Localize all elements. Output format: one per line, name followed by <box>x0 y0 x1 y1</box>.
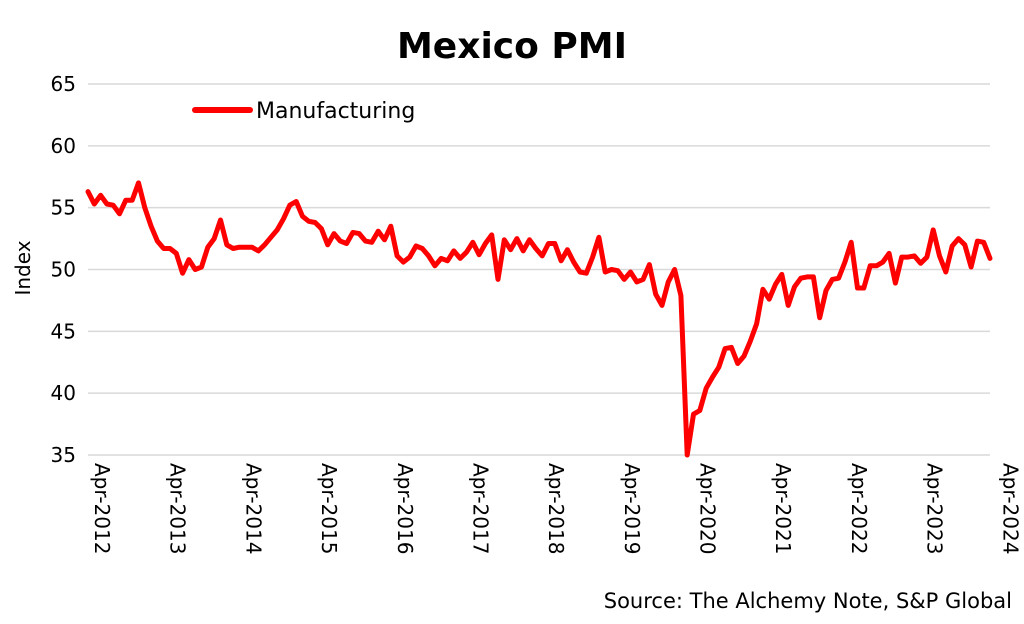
series-layer <box>85 180 993 458</box>
x-tick-label: Apr-2021 <box>771 463 795 554</box>
legend: Manufacturing <box>192 99 415 124</box>
y-tick-label: 60 <box>51 134 76 158</box>
x-tick-label: Apr-2012 <box>90 463 114 554</box>
y-tick-label: 45 <box>51 319 76 343</box>
x-tick-label: Apr-2022 <box>847 463 871 554</box>
x-tick-label: Apr-2017 <box>468 463 492 554</box>
y-axis-title: Index <box>11 240 35 295</box>
y-tick-label: 50 <box>51 258 76 282</box>
x-tick-label: Apr-2023 <box>923 463 947 554</box>
x-tick-label: Apr-2018 <box>544 463 568 554</box>
x-tick-label: Apr-2014 <box>241 463 265 554</box>
x-tick-label: Apr-2020 <box>696 463 720 554</box>
y-tick-label: 40 <box>51 381 76 405</box>
source-note: Source: The Alchemy Note, S&P Global <box>604 589 1012 613</box>
legend-label-manufacturing: Manufacturing <box>256 99 415 124</box>
x-tick-label: Apr-2013 <box>166 463 190 554</box>
chart-title: Mexico PMI <box>397 26 627 67</box>
y-tick-label: 55 <box>51 196 76 220</box>
y-tick-label: 65 <box>51 72 76 96</box>
series-line-manufacturing <box>85 180 993 458</box>
y-axis-ticks: 35 40 45 50 55 60 65 <box>51 72 76 467</box>
x-tick-label: Apr-2016 <box>393 463 417 554</box>
x-axis-ticks: Apr-2012 Apr-2013 Apr-2014 Apr-2015 Apr-2016… <box>90 463 1022 554</box>
x-tick-label: Apr-2019 <box>620 463 644 554</box>
x-tick-label: Apr-2015 <box>317 463 341 554</box>
x-tick-label: Apr-2024 <box>998 463 1022 554</box>
y-tick-label: 35 <box>51 443 76 467</box>
grid-lines <box>88 83 990 456</box>
